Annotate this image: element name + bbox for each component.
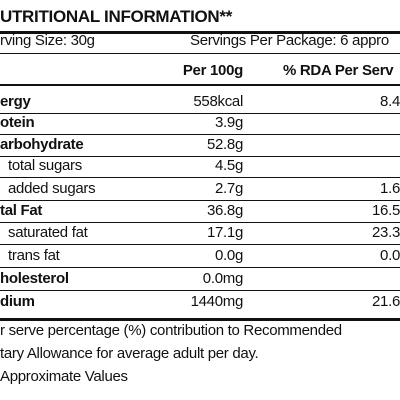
rda: 21.6 [372, 293, 400, 310]
rda: 23.3 [372, 224, 400, 241]
per-100g: 1440mg [190, 293, 244, 310]
rule [0, 200, 400, 201]
title: UTRITIONAL INFORMATION** [0, 7, 233, 26]
rule [0, 222, 400, 223]
rule [0, 267, 400, 268]
rule [0, 177, 400, 178]
footnote: r serve percentage (%) contribution to R… [0, 322, 342, 339]
rule [0, 318, 400, 321]
per-100g: 0.0mg [202, 270, 244, 287]
rule [0, 156, 400, 157]
row-label: trans fat [8, 247, 60, 264]
rda: 0.0 [380, 247, 400, 264]
per-100g: 36.8g [206, 202, 243, 219]
per-100g: 558kcal [193, 93, 243, 110]
rda: 1.6 [380, 180, 400, 197]
rule [0, 31, 400, 34]
per-100g: 17.1g [206, 224, 243, 241]
row-label: added sugars [8, 180, 96, 197]
per-100g: 4.5g [215, 157, 243, 174]
rda: 8.4 [380, 93, 400, 110]
rule [0, 244, 400, 245]
row-label: otein [0, 114, 35, 131]
rule [0, 290, 400, 291]
serving-size: rving Size: 30g [0, 32, 95, 49]
per-100g: 2.7g [215, 180, 243, 197]
rule [0, 53, 400, 54]
column-header: Per 100g [182, 62, 243, 79]
footnote: Approximate Values [0, 368, 128, 385]
per-100g: 52.8g [206, 136, 243, 153]
per-100g: 3.9g [215, 114, 243, 131]
servings-per-package: Servings Per Package: 6 appro [190, 32, 389, 49]
per-100g: 0.0g [215, 247, 243, 264]
row-label: dium [0, 293, 35, 310]
row-label: ergy [0, 93, 31, 110]
row-label: arbohydrate [0, 136, 84, 153]
rule [0, 84, 400, 86]
row-label: holesterol [0, 270, 69, 287]
rda: 16.5 [372, 202, 400, 219]
row-label: saturated fat [8, 224, 88, 241]
rule [0, 134, 400, 135]
rule [0, 113, 400, 114]
column-header: % RDA Per Serv [283, 62, 394, 79]
footnote: tary Allowance for average adult per day… [0, 345, 259, 362]
row-label: tal Fat [0, 202, 43, 219]
row-label: total sugars [8, 157, 82, 174]
